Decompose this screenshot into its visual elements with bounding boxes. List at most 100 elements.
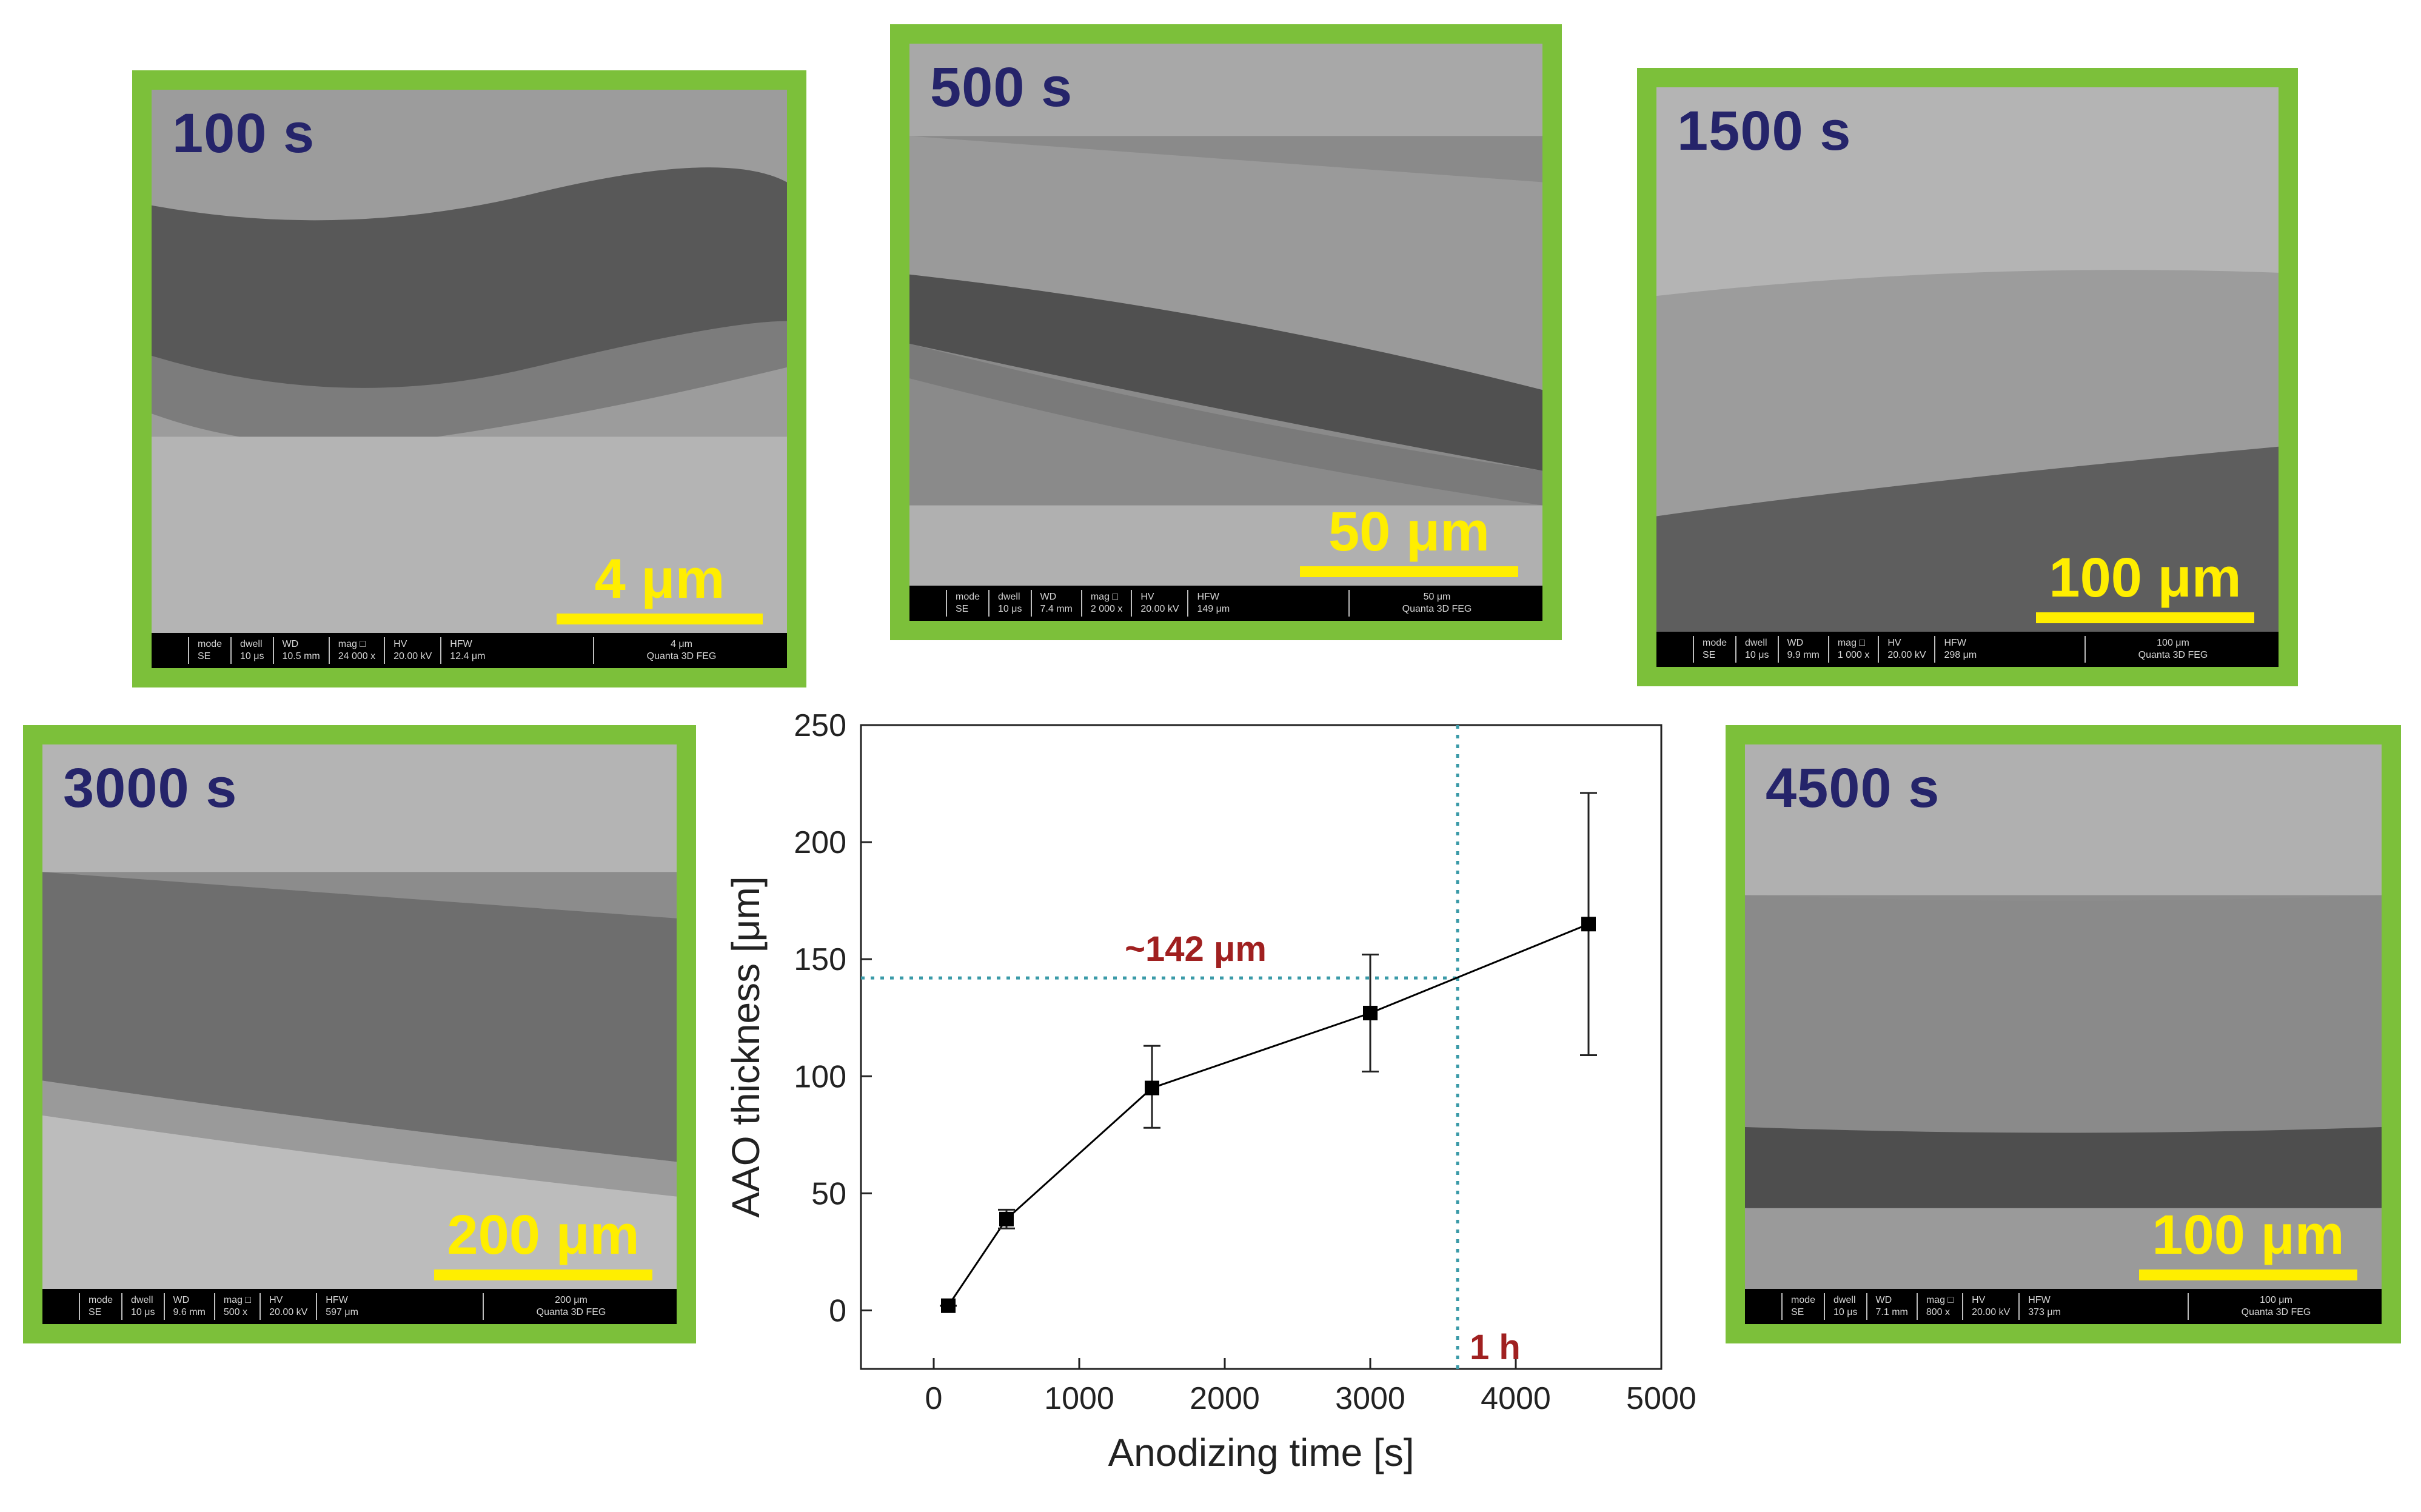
databar-mag-value: 500 x: [223, 1307, 247, 1317]
databar-mag-key: mag □: [223, 1295, 252, 1305]
sem-image: 3000 s 200 μm mode SE dwell 10 μs WD 9.6 mm…: [42, 744, 677, 1324]
databar-scale: 4 μm: [671, 639, 692, 649]
x-tick-label: 2000: [1190, 1381, 1260, 1416]
plot-frame: [860, 724, 1663, 1370]
sem-image: 4500 s 100 μm mode SE dwell 10 μs WD 7.1 mm…: [1745, 744, 2382, 1324]
databar-mag-value: 1 000 x: [1837, 650, 1870, 660]
databar-wd-key: WD: [1875, 1295, 1892, 1305]
databar-scale: 100 μm: [2260, 1295, 2292, 1305]
scale-bar-line: [2139, 1269, 2357, 1280]
databar-mag-key: mag □: [1090, 592, 1119, 602]
databar-wd-value: 7.1 mm: [1875, 1307, 1908, 1317]
databar-mode-value: SE: [1703, 650, 1716, 660]
databar-hv-key: HV: [1887, 638, 1901, 648]
databar-dwell-key: dwell: [131, 1295, 153, 1305]
databar-dwell-value: 10 μs: [240, 651, 264, 661]
databar-hv-value: 20.00 kV: [269, 1307, 308, 1317]
scale-bar: 4 μm: [557, 547, 763, 624]
databar-hfw-value: 298 μm: [1944, 650, 1977, 660]
x-axis-label: Anodizing time [s]: [1108, 1431, 1414, 1474]
x-tick-label: 1000: [1044, 1381, 1114, 1416]
sem-panel-1500s: 1500 s 100 μm mode SE dwell 10 μs WD 9.9 mm…: [1637, 68, 2298, 686]
databar-mode-value: SE: [1791, 1307, 1804, 1317]
y-tick-label: 250: [794, 708, 846, 743]
databar-dwell-key: dwell: [1745, 638, 1767, 648]
sem-panel-4500s: 4500 s 100 μm mode SE dwell 10 μs WD 7.1 mm…: [1726, 725, 2401, 1343]
databar-mag-key: mag □: [1926, 1295, 1954, 1305]
scale-bar-line: [434, 1269, 652, 1280]
databar-dwell-key: dwell: [1833, 1295, 1856, 1305]
databar-hfw-key: HFW: [450, 639, 472, 649]
sem-panel-500s: 500 s 50 μm mode SE dwell 10 μs WD 7.4 mm m…: [890, 24, 1562, 640]
panel-time-label: 100 s: [172, 102, 315, 164]
databar-mag-value: 800 x: [1926, 1307, 1950, 1317]
databar-scale: 200 μm: [555, 1295, 588, 1305]
databar-instrument: Quanta 3D FEG: [646, 651, 717, 661]
sem-databar: mode SE dwell 10 μs WD 9.9 mm mag □ 1 000 x …: [1656, 632, 2279, 667]
annotation-thickness: ~142 μm: [1125, 929, 1267, 969]
databar-wd-value: 7.4 mm: [1040, 604, 1073, 614]
databar-dwell-value: 10 μs: [1833, 1307, 1858, 1317]
databar-hfw-value: 149 μm: [1197, 604, 1230, 614]
y-tick-label: 200: [794, 825, 846, 860]
databar-hv-key: HV: [1972, 1295, 1986, 1305]
sem-databar: mode SE dwell 10 μs WD 9.6 mm mag □ 500 x HV…: [42, 1289, 677, 1324]
databar-hfw-value: 597 μm: [326, 1307, 358, 1317]
databar-hv-value: 20.00 kV: [1887, 650, 1926, 660]
databar-dwell-key: dwell: [998, 592, 1020, 602]
scale-bar-line: [2036, 612, 2254, 623]
sem-panel-100s: 100 s 4 μm mode SE dwell 10 μs WD 10.5 mm m…: [132, 70, 806, 687]
scale-bar-line: [557, 614, 763, 624]
scale-bar: 100 μm: [2036, 546, 2254, 623]
databar-scale: 50 μm: [1423, 592, 1451, 602]
sem-texture: [909, 44, 1542, 621]
databar-instrument: Quanta 3D FEG: [536, 1307, 606, 1317]
databar-hfw-key: HFW: [1944, 638, 1966, 648]
databar-hfw-key: HFW: [326, 1295, 348, 1305]
databar-mode-value: SE: [89, 1307, 102, 1317]
scale-bar-label: 4 μm: [594, 548, 725, 610]
y-tick-label: 50: [811, 1176, 846, 1211]
panel-time-label: 4500 s: [1766, 757, 1940, 819]
databar-wd-key: WD: [282, 639, 299, 649]
sem-texture: [1656, 87, 2279, 667]
databar-dwell-value: 10 μs: [1745, 650, 1769, 660]
databar-mode-key: mode: [1703, 638, 1727, 648]
databar-dwell-key: dwell: [240, 639, 263, 649]
databar-wd-key: WD: [1787, 638, 1804, 648]
databar-instrument: Quanta 3D FEG: [2138, 650, 2208, 660]
databar-instrument: Quanta 3D FEG: [1402, 604, 1472, 614]
databar-wd-value: 9.9 mm: [1787, 650, 1820, 660]
databar-hv-key: HV: [393, 639, 407, 649]
databar-mode-key: mode: [956, 592, 980, 602]
sem-databar: mode SE dwell 10 μs WD 7.1 mm mag □ 800 x HV…: [1745, 1289, 2382, 1324]
databar-hv-value: 20.00 kV: [393, 651, 432, 661]
y-tick-label: 100: [794, 1059, 846, 1094]
scale-bar-line: [1300, 566, 1518, 577]
scale-bar-label: 200 μm: [447, 1204, 640, 1266]
panel-time-label: 3000 s: [63, 757, 238, 819]
databar-wd-value: 10.5 mm: [282, 651, 320, 661]
panel-time-label: 1500 s: [1677, 100, 1852, 162]
databar-mode-key: mode: [1791, 1295, 1816, 1305]
sem-databar: mode SE dwell 10 μs WD 7.4 mm mag □ 2 000 x …: [909, 586, 1542, 621]
scale-bar-label: 100 μm: [2152, 1204, 2345, 1266]
series-line: [947, 923, 1589, 1306]
scale-bar: 100 μm: [2139, 1203, 2357, 1280]
databar-mode-key: mode: [198, 639, 223, 649]
databar-hfw-value: 12.4 μm: [450, 651, 486, 661]
databar-dwell-value: 10 μs: [998, 604, 1022, 614]
y-tick-label: 0: [829, 1293, 846, 1328]
panel-time-label: 500 s: [930, 56, 1073, 118]
y-axis-label: AAO thickness [μm]: [724, 876, 768, 1217]
databar-mag-key: mag □: [1837, 638, 1866, 648]
annotation-1h: 1 h: [1470, 1328, 1521, 1367]
data-point: [941, 1298, 956, 1313]
x-tick-label: 3000: [1335, 1381, 1405, 1416]
databar-dwell-value: 10 μs: [131, 1307, 155, 1317]
scale-bar: 50 μm: [1300, 500, 1518, 577]
sem-panel-3000s: 3000 s 200 μm mode SE dwell 10 μs WD 9.6 mm…: [23, 725, 696, 1343]
databar-hfw-value: 373 μm: [2028, 1307, 2061, 1317]
databar-mag-key: mag □: [338, 639, 366, 649]
